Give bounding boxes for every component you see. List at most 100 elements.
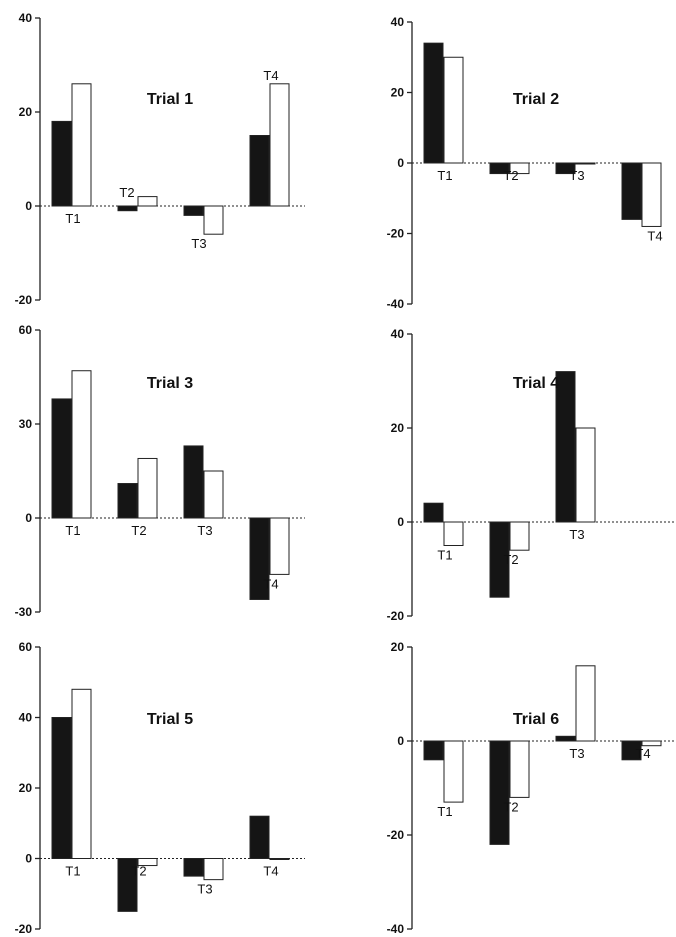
dark-bar-t1 [423,42,444,164]
y-tick-label: 40 [19,11,33,25]
y-tick-label: -40 [387,297,405,311]
light-bar-t4 [269,517,290,575]
y-tick-label: -20 [387,609,405,623]
chart-panel-3: -30 0 30 60 T1 T2 T3 T4 Trial 3 [15,323,305,619]
category-label-t2: T2 [503,799,518,814]
light-bar-t2 [137,196,158,207]
light-bar-t3 [203,858,224,881]
category-label-t2: T2 [119,185,134,200]
light-bar-t4 [269,83,290,207]
chart-title: Trial 4 [513,375,559,392]
category-label-t1: T1 [437,168,452,183]
light-bar-t3 [203,470,224,519]
category-label-t4: T4 [635,746,650,761]
light-bar-t1 [443,56,464,164]
y-tick-label: 20 [19,105,33,119]
dark-bar-t3 [183,445,204,519]
y-tick-label: 20 [391,421,405,435]
y-tick-label: 30 [19,417,33,431]
dark-bar-t4 [621,162,642,220]
light-bar-t1 [443,740,464,803]
y-tick-label: -30 [15,605,33,619]
light-bar-t3 [575,162,596,165]
y-tick-label: 20 [391,640,405,654]
dark-bar-t2 [117,858,138,912]
dark-bar-t2 [489,521,510,598]
category-label-t3: T3 [197,523,212,538]
y-tick-label: 20 [19,781,33,795]
category-label-t3: T3 [569,746,584,761]
dark-bar-t3 [183,858,204,877]
dark-bar-t4 [249,517,270,600]
light-bar-t1 [71,688,92,859]
y-tick-label: 40 [19,711,33,725]
chart-panel-4: -20 0 20 40 T1 T2 T3 Trial 4 [387,327,676,623]
y-tick-label: -20 [15,922,33,936]
y-tick-label: 40 [391,327,405,341]
category-label-t2: T2 [131,523,146,538]
dark-bar-t4 [249,135,270,207]
y-tick-label: 60 [19,640,33,654]
category-label-t4: T4 [647,228,662,243]
dark-bar-t1 [51,398,72,519]
chart-title: Trial 1 [147,91,193,108]
light-bar-t3 [575,427,596,523]
light-bar-t1 [71,370,92,519]
light-bar-t2 [137,457,158,519]
y-tick-label: 0 [25,511,32,525]
light-bar-t4 [641,162,662,227]
category-label-t2: T2 [503,168,518,183]
category-label-t1: T1 [437,804,452,819]
chart-title: Trial 5 [147,711,193,728]
category-label-t1: T1 [437,548,452,563]
chart-panel-6: -40 -20 0 20 T1 T2 T3 T4 Trial 6 [387,640,676,936]
light-bar-t1 [71,83,92,207]
dark-bar-t4 [249,815,270,860]
category-label-t2: T2 [503,552,518,567]
dark-bar-t2 [489,740,510,845]
category-label-t4: T4 [263,576,278,591]
dark-bar-t2 [117,205,138,212]
y-tick-label: 60 [19,323,33,337]
category-label-t4: T4 [263,68,278,83]
dark-bar-t1 [423,740,444,761]
dark-bar-t3 [555,735,576,742]
dark-bar-t1 [51,120,72,207]
dark-bar-t3 [555,162,576,175]
light-bar-t2 [509,740,530,798]
category-label-t3: T3 [197,882,212,897]
y-tick-label: 20 [391,86,405,100]
light-bar-t4 [641,740,662,747]
light-bar-t4 [269,858,290,860]
y-tick-label: -20 [15,293,33,307]
category-label-t4: T4 [263,864,278,879]
category-label-t2: T2 [131,864,146,879]
chart-panel-1: -20 0 20 40 T1 T2 T3 T4 Trial 1 [15,11,305,307]
dark-bar-t1 [423,502,444,523]
y-tick-label: 0 [397,515,404,529]
y-tick-label: -20 [387,227,405,241]
chart-title: Trial 2 [513,91,559,108]
chart-panel-2: -40 -20 0 20 40 T1 T2 T3 T4 Trial 2 [387,15,663,311]
light-bar-t2 [509,521,530,551]
light-bar-t3 [203,205,224,235]
y-tick-label: 0 [25,852,32,866]
chart-title: Trial 6 [513,711,559,728]
dark-bar-t4 [621,740,642,761]
dark-bar-t2 [117,483,138,519]
category-label-t1: T1 [65,211,80,226]
light-bar-t3 [575,665,596,742]
light-bar-t1 [443,521,464,546]
category-label-t3: T3 [191,236,206,251]
dark-bar-t3 [555,371,576,523]
category-label-t3: T3 [569,168,584,183]
chart-panel-5: -20 0 20 40 60 T1 T2 T3 T4 Trial 5 [15,640,305,936]
dark-bar-t1 [51,717,72,859]
category-label-t1: T1 [65,864,80,879]
y-tick-label: -40 [387,922,405,936]
dark-bar-t3 [183,205,204,216]
y-tick-label: 0 [397,156,404,170]
light-bar-t2 [509,162,530,175]
category-label-t1: T1 [65,523,80,538]
